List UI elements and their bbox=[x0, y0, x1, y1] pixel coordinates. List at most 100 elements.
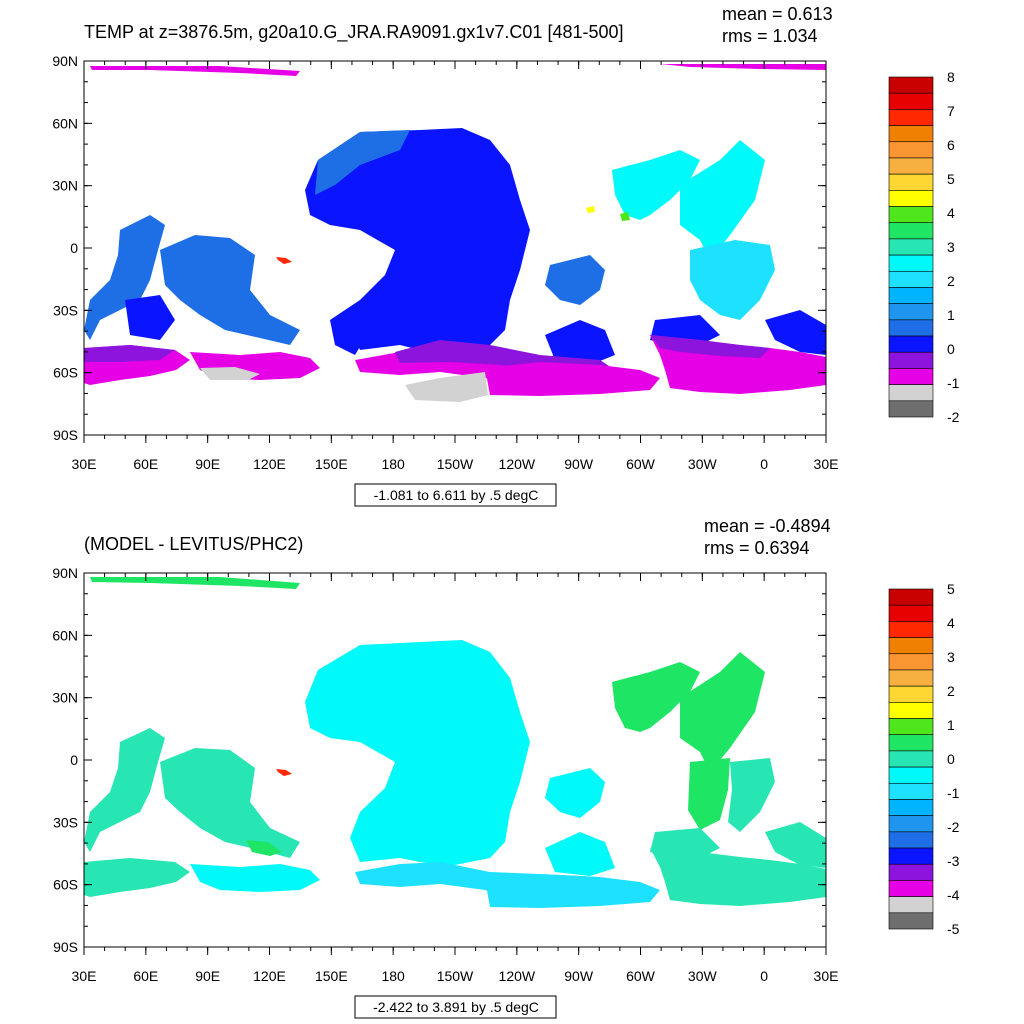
colorbar-swatch bbox=[888, 238, 934, 256]
top-southern-band-5-purple bbox=[650, 335, 770, 358]
lon-label: 0 bbox=[760, 456, 768, 472]
colorbar-label: -3 bbox=[947, 853, 960, 869]
bottom-indian-ocean bbox=[160, 748, 300, 858]
top-pacific-mid-blue bbox=[315, 130, 410, 195]
colorbar-swatch bbox=[888, 141, 934, 159]
lon-label: 30E bbox=[72, 968, 97, 984]
lon-label: 0 bbox=[760, 968, 768, 984]
colorbar-label: 5 bbox=[947, 171, 955, 187]
lat-label: 90S bbox=[53, 427, 78, 443]
bottom-southern-band-4 bbox=[485, 874, 660, 908]
bottom-mean-label: mean = -0.4894 bbox=[704, 516, 831, 536]
colorbar-label: 5 bbox=[947, 581, 955, 597]
lon-label: 30E bbox=[814, 456, 839, 472]
colorbar-swatch bbox=[888, 588, 934, 606]
bottom-panel: (MODEL - LEVITUS/PHC2) mean = -0.4894 rm… bbox=[52, 516, 960, 1019]
bottom-atlantic-green bbox=[612, 662, 700, 732]
lon-label: 90W bbox=[564, 968, 594, 984]
lon-label: 30E bbox=[72, 456, 97, 472]
top-arctic-strip-west bbox=[90, 66, 300, 76]
colorbar-swatch bbox=[888, 222, 934, 240]
colorbar-swatch bbox=[888, 847, 934, 865]
lat-label: 0 bbox=[70, 240, 78, 256]
colorbar-label: 6 bbox=[947, 137, 955, 153]
bottom-lat-labels: 90N 60N 30N 0 30S 60S 90S bbox=[52, 565, 78, 955]
colorbar-label: 8 bbox=[947, 69, 955, 85]
colorbar-label: 2 bbox=[947, 273, 955, 289]
top-gray-patch-west bbox=[200, 367, 260, 380]
bottom-southern-band-1 bbox=[84, 858, 190, 897]
lon-label: 150E bbox=[315, 456, 348, 472]
bottom-range-box bbox=[354, 995, 557, 1019]
colorbar-label: 0 bbox=[947, 341, 955, 357]
colorbar-label: 3 bbox=[947, 649, 955, 665]
bottom-red-mark bbox=[276, 769, 292, 776]
lon-label: 60W bbox=[626, 456, 656, 472]
colorbar-swatch bbox=[888, 400, 934, 418]
lat-label: 30S bbox=[53, 302, 78, 318]
top-west-deep-patch bbox=[125, 295, 175, 340]
colorbar-label: 4 bbox=[947, 205, 955, 221]
bottom-east-patch bbox=[765, 822, 826, 868]
colorbar-swatch bbox=[888, 173, 934, 191]
top-east-deep-patch bbox=[765, 310, 826, 355]
colorbar-swatch bbox=[888, 685, 934, 703]
colorbar-swatch bbox=[888, 637, 934, 655]
top-indian-ocean-blue bbox=[160, 235, 300, 345]
colorbar-label: 7 bbox=[947, 103, 955, 119]
bottom-colorbar: 5 4 3 2 1 0 -1 -2 -3 -4 -5 bbox=[888, 581, 960, 937]
colorbar-swatch bbox=[888, 157, 934, 175]
lon-label: 60E bbox=[133, 456, 158, 472]
colorbar-swatch bbox=[888, 799, 934, 816]
lon-label: 90W bbox=[564, 456, 594, 472]
colorbar-swatch bbox=[888, 206, 934, 224]
top-east-pacific-blue bbox=[545, 255, 605, 305]
lon-label: 90E bbox=[195, 456, 220, 472]
lat-label: 60S bbox=[53, 365, 78, 381]
colorbar-swatch bbox=[888, 76, 934, 94]
top-lat-labels: 90N 60N 30N 0 30S 60S 90S bbox=[52, 53, 78, 443]
bottom-west-patch bbox=[84, 728, 165, 852]
colorbar-label: -1 bbox=[947, 785, 960, 801]
top-southern-band-4 bbox=[485, 362, 660, 396]
lat-label: 90S bbox=[53, 939, 78, 955]
colorbar-swatch bbox=[888, 303, 934, 321]
colorbar-label: 0 bbox=[947, 751, 955, 767]
colorbar-swatch bbox=[888, 750, 934, 768]
colorbar-swatch bbox=[888, 782, 934, 800]
top-map: 90N 60N 30N 0 30S 60S 90S 30E 60E 90E 120E 150E 180… bbox=[52, 53, 838, 472]
bottom-green-blob bbox=[246, 840, 282, 856]
bottom-southern-band-5 bbox=[650, 848, 826, 906]
colorbar-swatch bbox=[888, 653, 934, 671]
bottom-east-pacific-south bbox=[545, 832, 615, 876]
lat-label: 30S bbox=[53, 814, 78, 830]
top-rms-label: rms = 1.034 bbox=[722, 26, 818, 46]
bottom-map: 90N 60N 30N 0 30S 60S 90S 30E 60E 90E 120E 150E 180… bbox=[52, 565, 838, 984]
lat-label: 90N bbox=[52, 53, 78, 69]
top-atlantic-cyan-band bbox=[680, 140, 765, 260]
lon-label: 180 bbox=[381, 968, 405, 984]
top-south-atlantic-light bbox=[690, 240, 775, 320]
colorbar-swatch bbox=[888, 734, 934, 752]
colorbar-label: -5 bbox=[947, 921, 960, 937]
lat-label: 0 bbox=[70, 752, 78, 768]
colorbar-swatch bbox=[888, 831, 934, 849]
bottom-lon-labels: 30E 60E 90E 120E 150E 180 150W 120W 90W 60W 30W 0 30… bbox=[72, 573, 838, 984]
top-gray-patch-central bbox=[405, 372, 488, 402]
top-title: TEMP at z=3876.5m, g20a10.G_JRA.RA9091.g… bbox=[84, 22, 624, 43]
lat-label: 30N bbox=[52, 178, 78, 194]
colorbar-swatch bbox=[888, 287, 934, 304]
top-lat-ticks bbox=[84, 60, 826, 436]
lon-label: 60W bbox=[626, 968, 656, 984]
colorbar-swatch bbox=[888, 621, 934, 638]
top-east-pacific-deep bbox=[545, 320, 615, 365]
colorbar-swatch bbox=[888, 319, 934, 337]
colorbar-swatch bbox=[888, 863, 934, 881]
colorbar-swatch bbox=[888, 125, 934, 143]
colorbar-swatch bbox=[888, 815, 934, 833]
colorbar-swatch bbox=[888, 109, 934, 126]
colorbar-swatch bbox=[888, 368, 934, 385]
top-west-blue-patch bbox=[84, 215, 165, 340]
top-range-label: -1.081 to 6.611 by .5 degC bbox=[374, 487, 539, 503]
lon-label: 180 bbox=[381, 456, 405, 472]
